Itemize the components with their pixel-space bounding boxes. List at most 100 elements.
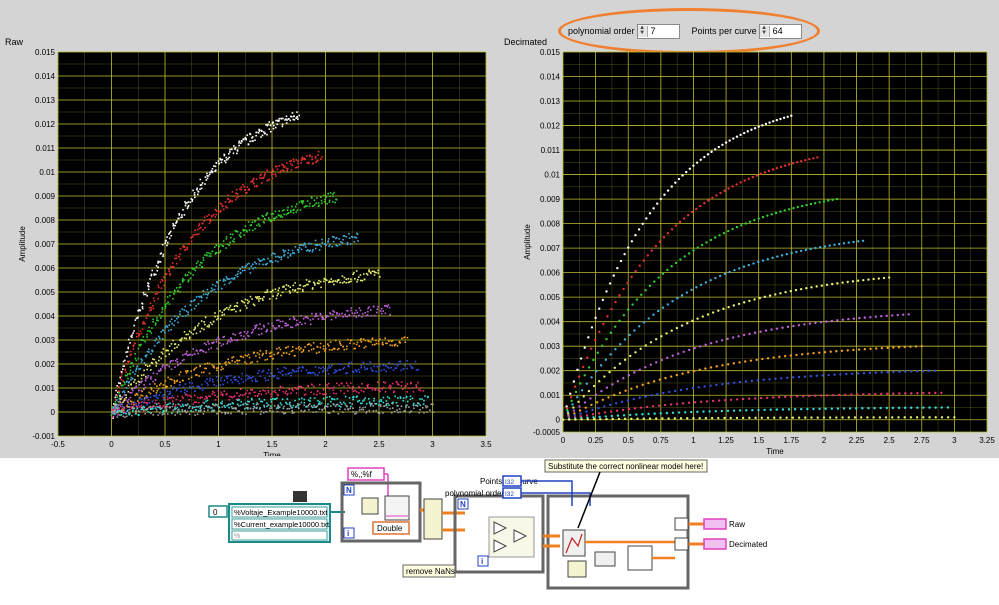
data-point <box>177 289 179 292</box>
data-point <box>217 405 220 408</box>
data-point <box>225 159 228 161</box>
build-path-node[interactable] <box>361 497 379 515</box>
data-point <box>233 305 236 308</box>
data-point <box>649 341 653 344</box>
bundle-node[interactable] <box>674 537 689 551</box>
data-point <box>806 352 810 355</box>
build-xy-node[interactable] <box>627 545 653 571</box>
data-point <box>282 249 285 251</box>
data-point <box>650 394 653 397</box>
data-point <box>417 368 419 371</box>
data-point <box>114 413 116 416</box>
raw-terminal[interactable] <box>703 518 727 530</box>
data-point <box>285 346 288 349</box>
data-point <box>622 287 625 291</box>
data-point <box>184 274 187 277</box>
data-point <box>379 405 382 408</box>
data-point <box>113 412 116 414</box>
data-point <box>329 341 332 343</box>
data-point <box>199 184 202 186</box>
data-point <box>244 407 246 410</box>
data-point <box>213 409 216 412</box>
data-point <box>221 314 224 316</box>
data-point <box>790 251 793 255</box>
data-point <box>172 396 175 399</box>
ramp-node[interactable] <box>594 551 616 567</box>
data-point <box>190 309 193 311</box>
data-point <box>322 194 325 197</box>
data-point <box>228 398 230 401</box>
data-point <box>249 140 251 143</box>
data-point <box>356 395 358 398</box>
data-point <box>261 354 264 357</box>
data-point <box>219 384 222 386</box>
data-point <box>256 297 258 300</box>
data-point <box>308 399 310 401</box>
data-point <box>126 400 129 402</box>
data-point <box>786 376 789 380</box>
data-point <box>733 268 736 272</box>
y-tick-label: 0.002 <box>540 367 561 376</box>
data-point <box>206 399 209 402</box>
data-point <box>322 397 325 400</box>
data-point <box>120 414 123 416</box>
data-point <box>223 335 226 338</box>
data-point <box>213 246 216 249</box>
data-point <box>348 314 351 316</box>
data-point <box>385 403 388 405</box>
data-point <box>297 162 299 165</box>
decimated-terminal[interactable] <box>703 538 727 550</box>
data-point <box>211 378 214 381</box>
data-point <box>732 304 736 307</box>
bundle-node[interactable] <box>674 517 689 531</box>
zero-constant[interactable] <box>208 505 228 518</box>
data-point <box>302 348 305 351</box>
raw-graph[interactable]: -0.5 0 0.5 1 1.5 2 2.5 3 3.5-0.00100.0010.0020.0… <box>0 44 495 456</box>
x-tick-label: -0.5 <box>51 440 65 449</box>
data-point <box>140 358 142 360</box>
data-point <box>299 209 302 211</box>
data-point <box>188 407 190 409</box>
data-point <box>377 305 380 308</box>
data-point <box>744 222 747 225</box>
data-point <box>722 231 726 235</box>
path-element[interactable] <box>231 506 328 518</box>
data-point <box>903 406 907 410</box>
data-point <box>301 288 304 291</box>
data-point <box>233 276 236 279</box>
data-point <box>377 269 379 272</box>
data-point <box>251 221 254 224</box>
decimate-node[interactable] <box>567 560 587 578</box>
for-loop-1[interactable] <box>340 481 422 543</box>
path-element[interactable] <box>231 530 328 541</box>
data-point <box>249 295 252 298</box>
data-point <box>310 383 313 386</box>
data-point <box>214 284 217 287</box>
data-point <box>130 406 132 408</box>
data-point <box>638 396 641 399</box>
data-point <box>157 286 160 289</box>
data-point <box>161 406 164 409</box>
double-selector[interactable] <box>372 521 410 535</box>
data-point <box>880 346 884 350</box>
data-point <box>308 162 310 165</box>
data-point <box>353 347 355 350</box>
data-point <box>239 188 241 190</box>
data-point <box>193 307 196 310</box>
data-point <box>259 177 261 179</box>
data-point <box>118 409 121 412</box>
data-point <box>310 196 313 199</box>
data-point <box>602 322 605 326</box>
data-point <box>242 228 244 231</box>
decimated-graph[interactable]: 0 0.25 0.5 0.75 1 1.25 1.5 1.75 2 2.25 2.5 2.75 3 3.2… <box>498 44 997 456</box>
for-loop-2[interactable] <box>453 494 545 574</box>
data-point <box>256 402 258 404</box>
data-point <box>367 383 369 386</box>
data-point <box>298 403 301 406</box>
data-point <box>379 403 382 406</box>
index-array-node[interactable] <box>423 498 443 540</box>
data-point <box>176 317 178 320</box>
data-point <box>903 345 906 349</box>
path-element[interactable] <box>231 518 328 530</box>
data-point <box>282 390 285 393</box>
